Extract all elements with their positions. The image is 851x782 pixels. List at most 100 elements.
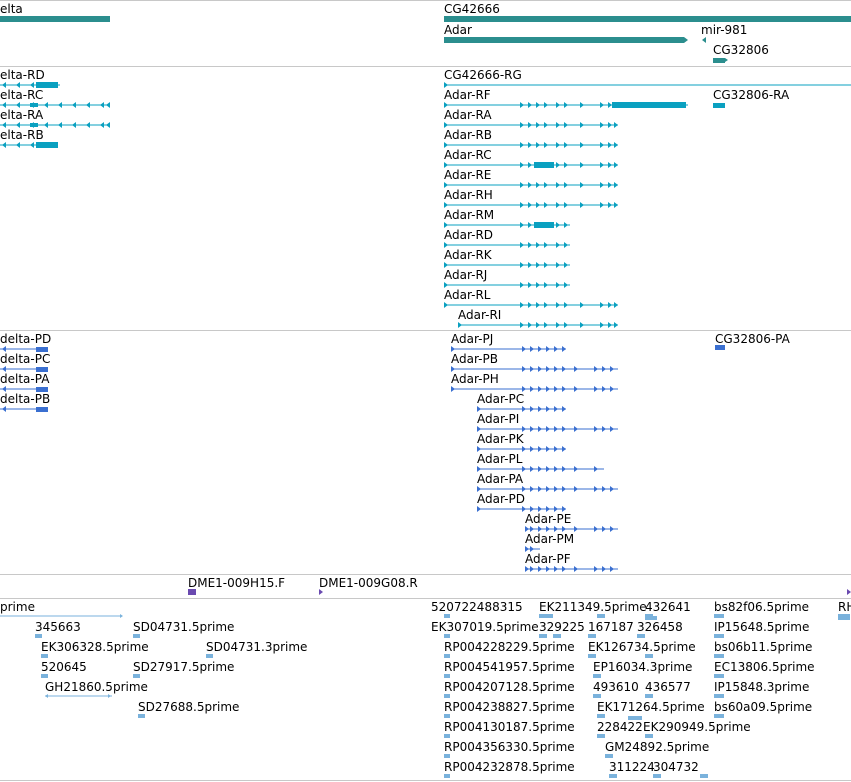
est-label[interactable]: bs60a09.5prime: [714, 700, 813, 714]
strand-arrow: [525, 566, 529, 572]
est-label[interactable]: 345663: [35, 620, 81, 634]
marker-label[interactable]: DME1-009G08.R: [319, 576, 418, 590]
est-label[interactable]: SD27917.5prime: [133, 660, 235, 674]
strand-arrow: [702, 37, 706, 43]
transcript-label[interactable]: Adar-RE: [444, 168, 492, 182]
est-label[interactable]: SD04731.3prime: [206, 640, 308, 654]
est-label[interactable]: prime: [0, 600, 35, 614]
transcript-label[interactable]: Adar-RK: [444, 248, 492, 262]
est-label[interactable]: bs82f06.5prime: [714, 600, 810, 614]
protein-label[interactable]: Adar-PB: [451, 352, 498, 366]
strand-arrow: [444, 82, 448, 88]
est-label[interactable]: GH21860.5prime: [45, 680, 148, 694]
transcript-label[interactable]: CG42666-RG: [444, 68, 522, 82]
protein-label[interactable]: delta-PB: [0, 392, 51, 406]
est-label[interactable]: 167187: [588, 620, 634, 634]
est-label[interactable]: 326458: [637, 620, 683, 634]
transcript-label[interactable]: elta-RA: [0, 108, 44, 122]
est-label[interactable]: EK126734.5prime: [588, 640, 696, 654]
protein-label[interactable]: delta-PC: [0, 352, 51, 366]
est-label[interactable]: 329225: [539, 620, 585, 634]
est-label[interactable]: EP16034.3prime: [593, 660, 693, 674]
protein-label[interactable]: Adar-PD: [477, 492, 525, 506]
transcript-label[interactable]: Adar-RM: [444, 208, 495, 222]
est-label[interactable]: RP004207128.5prime: [444, 680, 575, 694]
est-label[interactable]: EK171264.5prime: [597, 700, 705, 714]
transcript-label[interactable]: elta-RB: [0, 128, 44, 142]
transcript-label[interactable]: Adar-RH: [444, 188, 493, 202]
gene-label[interactable]: elta: [0, 2, 23, 16]
transcript-label[interactable]: elta-RD: [0, 68, 45, 82]
protein-block: [546, 366, 550, 372]
est-label[interactable]: 436577: [645, 680, 691, 694]
est-label[interactable]: EK307019.5prime: [431, 620, 539, 634]
transcript-label[interactable]: Adar-RA: [444, 108, 492, 122]
est-label[interactable]: EK211349.5prime: [539, 600, 647, 614]
est-label[interactable]: RH: [838, 600, 851, 614]
est-label[interactable]: 520722488315: [431, 600, 523, 614]
protein-label[interactable]: Adar-PC: [477, 392, 525, 406]
transcript-label[interactable]: elta-RC: [0, 88, 44, 102]
est-label[interactable]: 493610: [593, 680, 639, 694]
protein-label[interactable]: Adar-PJ: [451, 332, 494, 346]
transcript-label[interactable]: Adar-RL: [444, 288, 491, 302]
est-label[interactable]: RP004541957.5prime: [444, 660, 575, 674]
exon-block: [564, 102, 568, 108]
protein-block: [530, 346, 534, 352]
strand-arrow: [451, 346, 455, 352]
est-label[interactable]: RP004238827.5prime: [444, 700, 575, 714]
est-label[interactable]: RP004228229.5prime: [444, 640, 575, 654]
protein-label[interactable]: CG32806-PA: [715, 332, 790, 346]
est-label[interactable]: 228422: [597, 720, 643, 734]
gene-label[interactable]: CG42666: [444, 2, 500, 16]
strand-arrow: [16, 82, 20, 88]
exon-block: [600, 122, 604, 128]
est-label[interactable]: 304732: [653, 760, 699, 774]
est-label[interactable]: RP004130187.5prime: [444, 720, 575, 734]
transcript-label[interactable]: Adar-RJ: [444, 268, 488, 282]
gene-label[interactable]: Adar: [444, 23, 472, 37]
protein-label[interactable]: Adar-PL: [477, 452, 523, 466]
protein-label[interactable]: Adar-PK: [477, 432, 524, 446]
protein-label[interactable]: Adar-PA: [477, 472, 524, 486]
exon-block: [544, 142, 548, 148]
protein-block: [522, 386, 526, 392]
est-label[interactable]: EC13806.5prime: [714, 660, 815, 674]
est-label[interactable]: SD27688.5prime: [138, 700, 240, 714]
protein-label[interactable]: delta-PD: [0, 332, 52, 346]
transcript-label[interactable]: Adar-RB: [444, 128, 493, 142]
protein-block: [522, 506, 526, 512]
est-label[interactable]: 432641: [645, 600, 691, 614]
est-label[interactable]: RP004232878.5prime: [444, 760, 575, 774]
transcript-label[interactable]: Adar-RD: [444, 228, 494, 242]
gene-label[interactable]: mir-981: [701, 23, 748, 37]
protein-label[interactable]: delta-PA: [0, 372, 50, 386]
exon-block: [528, 242, 532, 248]
est-label[interactable]: bs06b11.5prime: [714, 640, 813, 654]
transcript-label[interactable]: Adar-RC: [444, 148, 492, 162]
est-label[interactable]: 520645: [41, 660, 87, 674]
est-label[interactable]: IP15848.3prime: [714, 680, 810, 694]
est-label[interactable]: RP004356330.5prime: [444, 740, 575, 754]
est-label[interactable]: EK306328.5prime: [41, 640, 149, 654]
est-label[interactable]: SD04731.5prime: [133, 620, 235, 634]
est-label[interactable]: IP15648.5prime: [714, 620, 810, 634]
protein-label[interactable]: Adar-PI: [477, 412, 520, 426]
protein-label[interactable]: Adar-PM: [525, 532, 575, 546]
exon-block: [580, 102, 584, 108]
transcript-label[interactable]: CG32806-RA: [713, 88, 790, 102]
protein-label[interactable]: Adar-PH: [451, 372, 499, 386]
marker-label[interactable]: DME1-009H15.F: [188, 576, 286, 590]
protein-label[interactable]: Adar-PE: [525, 512, 572, 526]
gene-label[interactable]: CG32806: [713, 43, 769, 57]
track-separator-genes: [0, 0, 851, 1]
transcript-label[interactable]: Adar-RF: [444, 88, 491, 102]
est-label[interactable]: 311224: [609, 760, 655, 774]
exon-block: [520, 182, 524, 188]
est-label[interactable]: GM24892.5prime: [605, 740, 710, 754]
protein-label[interactable]: Adar-PF: [525, 552, 571, 566]
est-label[interactable]: EK290949.5prime: [643, 720, 751, 734]
transcript-label[interactable]: Adar-RI: [458, 308, 502, 322]
exon-block: [713, 103, 725, 108]
